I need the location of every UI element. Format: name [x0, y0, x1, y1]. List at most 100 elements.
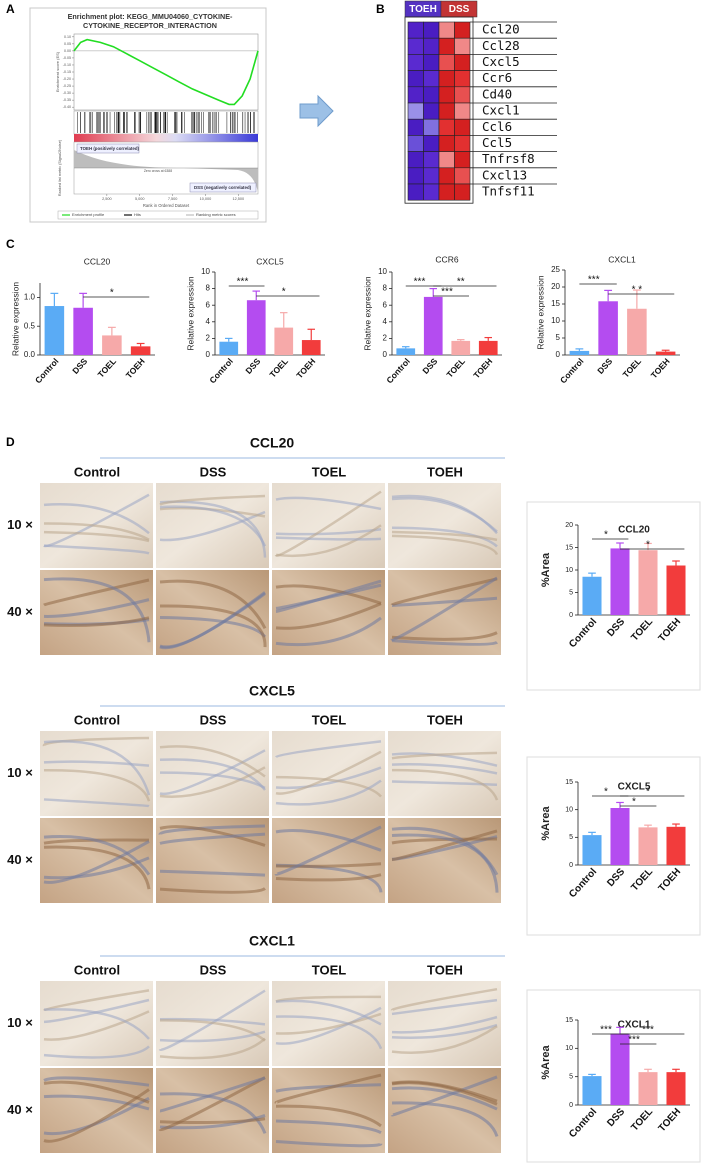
heatmap-cell	[408, 22, 424, 38]
heatmap-cell	[439, 135, 455, 151]
heatmap-cell	[424, 119, 440, 135]
y-axis-label: Relative expression	[185, 276, 195, 350]
x-tick-label: TOEL	[444, 356, 466, 379]
chart-title: CCR6	[435, 254, 458, 264]
y-axis-label: %Area	[540, 1045, 552, 1080]
bar	[582, 1076, 601, 1105]
y-tick-label: -0.40	[63, 105, 71, 109]
y-tick-label: 5	[569, 589, 573, 596]
y-axis-label: Relative expression	[10, 282, 20, 356]
y-tick-label: 15	[565, 1017, 573, 1024]
heatmap-cell	[408, 71, 424, 87]
heatmap-cell	[455, 168, 471, 184]
gene-label: Cxcl1	[482, 103, 520, 118]
y-tick-label: 10	[565, 1045, 573, 1052]
gene-label: Tnfrsf8	[482, 151, 535, 166]
x-tick-label: TOEL	[267, 356, 289, 379]
significance-label: *	[110, 288, 114, 299]
bar	[479, 341, 498, 355]
y-tick-label: 8	[383, 284, 388, 293]
significance-label: *	[604, 530, 608, 541]
section-title: CCL20	[250, 435, 295, 451]
significance-label: ***	[237, 277, 249, 288]
row-label: 10 ×	[7, 517, 33, 532]
bar	[424, 297, 443, 355]
x-tick-label: Control	[558, 356, 586, 385]
chart-title: CXCL1	[608, 254, 636, 264]
y-tick-label: 0.5	[24, 321, 36, 330]
bar	[274, 328, 293, 355]
significance-label: ***	[642, 1025, 654, 1036]
column-label: TOEH	[427, 712, 463, 727]
column-label: DSS	[200, 712, 227, 727]
chart-title: CCL20	[84, 256, 111, 266]
x-tick-label: Control	[384, 356, 412, 385]
annotation: TOEH (positively correlated)	[80, 146, 140, 151]
y-tick-label: 10	[551, 316, 560, 325]
heatmap-cell	[439, 152, 455, 168]
heatmap-cell	[455, 38, 471, 54]
heatmap-cell	[439, 54, 455, 70]
bar	[638, 1072, 657, 1105]
bar	[219, 342, 238, 355]
heatmap-cell	[439, 22, 455, 38]
bar	[656, 352, 676, 355]
heatmap-cell	[408, 135, 424, 151]
arrow	[300, 96, 333, 126]
y-tick-label: -0.05	[63, 56, 71, 60]
significance-label: *	[282, 287, 286, 298]
panel-label: A	[6, 2, 15, 16]
y-axis-label: Relative expression	[362, 276, 372, 350]
significance-label: *	[632, 797, 636, 808]
gene-label: Ccr6	[482, 70, 512, 85]
heatmap-cell	[455, 184, 471, 200]
significance-label: * *	[632, 285, 643, 296]
legend-label: Ranking metric scores	[196, 212, 236, 217]
legend-label: Enrichment profile	[72, 212, 105, 217]
panel-label: D	[6, 435, 15, 449]
gene-label: Ccl6	[482, 119, 512, 134]
y-tick-label: 8	[206, 284, 211, 293]
bar	[666, 1072, 685, 1105]
gene-label: Ccl28	[482, 38, 520, 53]
bar	[451, 341, 470, 355]
column-label: Control	[74, 464, 120, 479]
y-tick-label: -0.35	[63, 98, 71, 102]
x-tick-label: Control	[207, 356, 235, 385]
x-tick-label: DSS	[595, 356, 614, 376]
bar	[570, 351, 590, 355]
y-tick-label: 0.10	[64, 35, 71, 39]
y-tick-label: 1.0	[24, 293, 36, 302]
heatmap-cell	[408, 168, 424, 184]
gene-label: Cxcl5	[482, 54, 520, 69]
micrograph	[272, 1068, 385, 1153]
row-label: 10 ×	[7, 765, 33, 780]
column-label: TOEL	[312, 464, 346, 479]
bar	[610, 548, 629, 615]
column-label: DSS	[200, 962, 227, 977]
heatmap-cell	[455, 119, 471, 135]
x-tick-label: TOEL	[96, 356, 118, 379]
column-label: Control	[74, 712, 120, 727]
x-tick-label: TOEL	[621, 356, 643, 379]
heatmap-cell	[439, 38, 455, 54]
x-tick-label: DSS	[70, 356, 89, 376]
significance-label: ***	[588, 275, 600, 286]
x-tick-label: TOEH	[471, 356, 494, 380]
y-axis-label: Ranked list metric (Signal2Noise)	[58, 139, 62, 196]
y-tick-label: 5	[569, 834, 573, 841]
x-tick-label: 12,500	[232, 197, 244, 201]
y-tick-label: -0.25	[63, 84, 71, 88]
heatmap-cell	[424, 87, 440, 103]
x-tick-label: TOEH	[124, 356, 147, 380]
rank-colorbar	[74, 134, 258, 142]
significance-label: *	[646, 787, 650, 798]
heatmap-cell	[439, 168, 455, 184]
y-tick-label: 0	[556, 350, 561, 359]
significance-label: **	[457, 277, 465, 288]
heatmap-cell	[455, 22, 471, 38]
x-tick-label: TOEH	[649, 356, 672, 380]
y-tick-label: 10	[201, 267, 210, 276]
bar	[666, 827, 685, 865]
